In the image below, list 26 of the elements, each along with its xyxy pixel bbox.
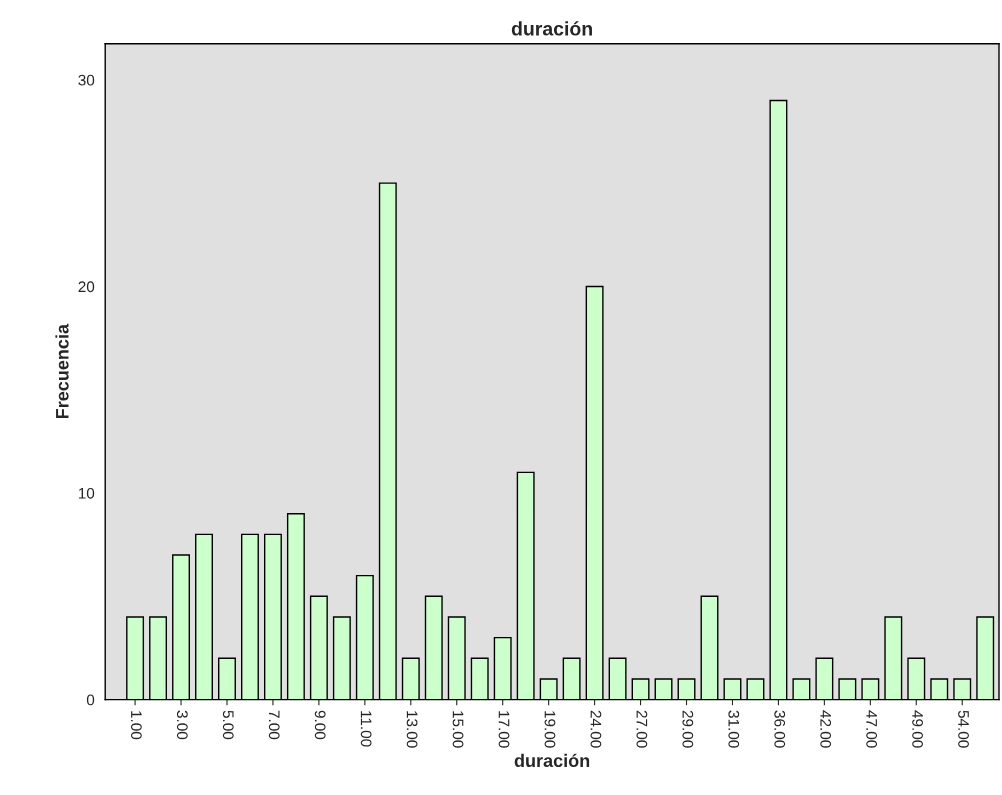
y-axis-title: Frecuencia [55,323,69,419]
y-tick-label: 20 [78,281,95,293]
x-tick-label: 17.00 [498,711,510,748]
x-tick-label: 13.00 [406,711,418,748]
y-tick-label: 10 [78,487,95,499]
x-tick-label: 27.00 [636,710,648,748]
x-tick-label: 36.00 [774,710,786,748]
y-tick-label: 30 [78,74,95,86]
x-tick-label: 49.00 [912,710,923,748]
x-tick-label: 42.00 [820,710,832,748]
x-tick-label: 7.00 [268,710,280,740]
x-tick-label: 31.00 [728,710,740,748]
x-tick-label: 54.00 [958,710,969,748]
x-tick-label: 5.00 [222,710,234,740]
x-tick-label: 1.00 [130,711,142,740]
x-tick-label: 3.00 [176,710,188,740]
x-tick-label: 11.00 [360,711,372,747]
chart-title: duración [511,21,592,36]
x-tick-label: 15.00 [452,711,464,748]
y-tick-label: 0 [86,694,95,706]
x-tick-label: 19.00 [544,711,556,748]
x-tick-label: 24.00 [590,710,602,748]
x-axis-title: duración [514,753,590,768]
x-tick-label: 9.00 [314,710,326,740]
x-tick-label: 47.00 [866,710,878,748]
x-tick-label: 29.00 [682,710,694,748]
